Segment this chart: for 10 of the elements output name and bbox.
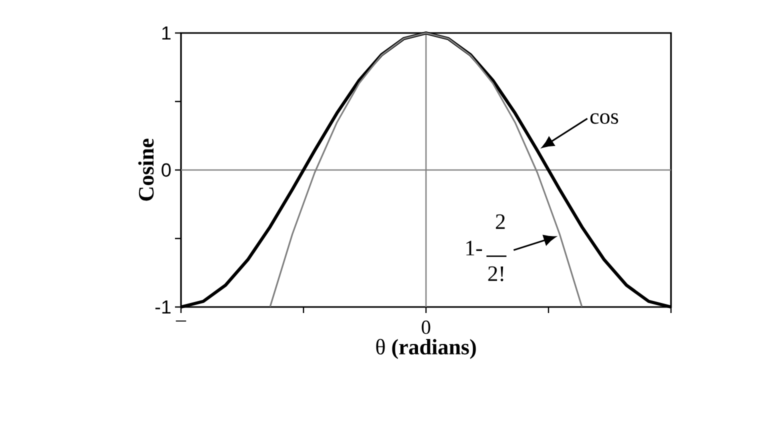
y-axis-title: Cosine [138, 138, 154, 201]
annotation: 1- [466, 240, 482, 256]
y-tick-label: 0 [162, 163, 171, 177]
annotation: cos [590, 113, 618, 124]
x-tick-label: – [176, 320, 186, 322]
annotation: 2! [488, 266, 504, 282]
annotation: 2 [496, 214, 505, 229]
y-tick-label: 1 [162, 26, 171, 40]
x-axis-title: θ (radians) [376, 338, 476, 359]
y-tick-label: -1 [155, 300, 171, 314]
